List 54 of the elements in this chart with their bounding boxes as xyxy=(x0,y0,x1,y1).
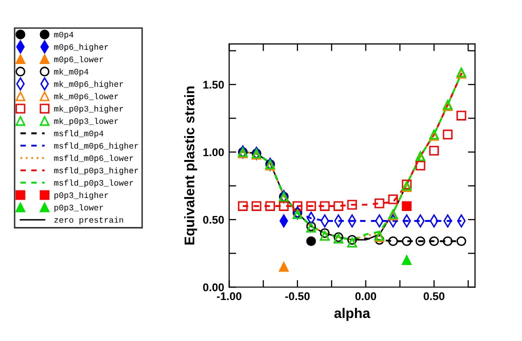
point xyxy=(320,201,330,211)
point xyxy=(402,236,412,246)
point xyxy=(306,201,316,211)
point xyxy=(238,201,248,211)
x-axis-title: alpha xyxy=(334,308,370,321)
y-tick-label: 0.00 xyxy=(203,283,224,292)
legend-label: m0p4 xyxy=(54,32,74,40)
point xyxy=(442,236,453,246)
point xyxy=(292,201,302,211)
legend-label: p0p3_lower xyxy=(54,204,104,212)
point xyxy=(402,255,412,265)
point xyxy=(416,160,426,170)
legend-label: msfld_p0p3_higher xyxy=(54,167,138,176)
legend-label: mk_m0p4 xyxy=(54,68,88,76)
legend-label: zero prestrain xyxy=(54,216,124,224)
point xyxy=(374,198,384,208)
point xyxy=(278,262,289,272)
legend-label: m0p6_higher xyxy=(54,44,108,52)
point xyxy=(388,236,398,246)
y-axis-title: Equivalent plastic strain xyxy=(184,86,198,245)
point xyxy=(252,201,262,211)
point xyxy=(320,228,330,238)
legend-label: msfld_p0p3_lower xyxy=(54,180,134,188)
point xyxy=(456,236,466,246)
point xyxy=(388,194,398,204)
legend-label: mk_m0p6_higher xyxy=(54,80,124,89)
point xyxy=(429,146,439,156)
legend-label: mk_p0p3_higher xyxy=(54,105,124,114)
legend-label: p0p3_higher xyxy=(54,192,108,200)
point xyxy=(442,130,453,140)
x-tick-label: 0.50 xyxy=(424,292,444,300)
legend-label: msfld_m0p4 xyxy=(54,130,104,138)
point xyxy=(278,201,289,211)
x-tick-label: -0.50 xyxy=(285,292,310,300)
point xyxy=(334,201,344,211)
legend-label: mk_m0p6_lower xyxy=(54,93,118,101)
point xyxy=(402,201,412,211)
point xyxy=(347,200,357,210)
point xyxy=(416,236,426,246)
legend-label: msfld_m0p6_lower xyxy=(54,154,134,163)
point xyxy=(347,234,357,245)
x-tick-label: -1.00 xyxy=(216,292,242,300)
point xyxy=(429,236,439,246)
y-tick-label: 1.00 xyxy=(203,148,224,156)
point xyxy=(265,201,275,211)
legend-label: mk_p0p3_lower xyxy=(54,118,118,126)
x-tick-label: 0.00 xyxy=(355,292,376,300)
y-tick-label: 1.50 xyxy=(203,80,224,89)
point xyxy=(374,234,384,245)
point xyxy=(306,236,316,246)
legend-label: msfld_m0p6_higher xyxy=(54,142,138,150)
point xyxy=(456,110,466,120)
legend-label: m0p6_lower xyxy=(54,56,104,64)
y-tick-label: 0.50 xyxy=(203,216,224,224)
